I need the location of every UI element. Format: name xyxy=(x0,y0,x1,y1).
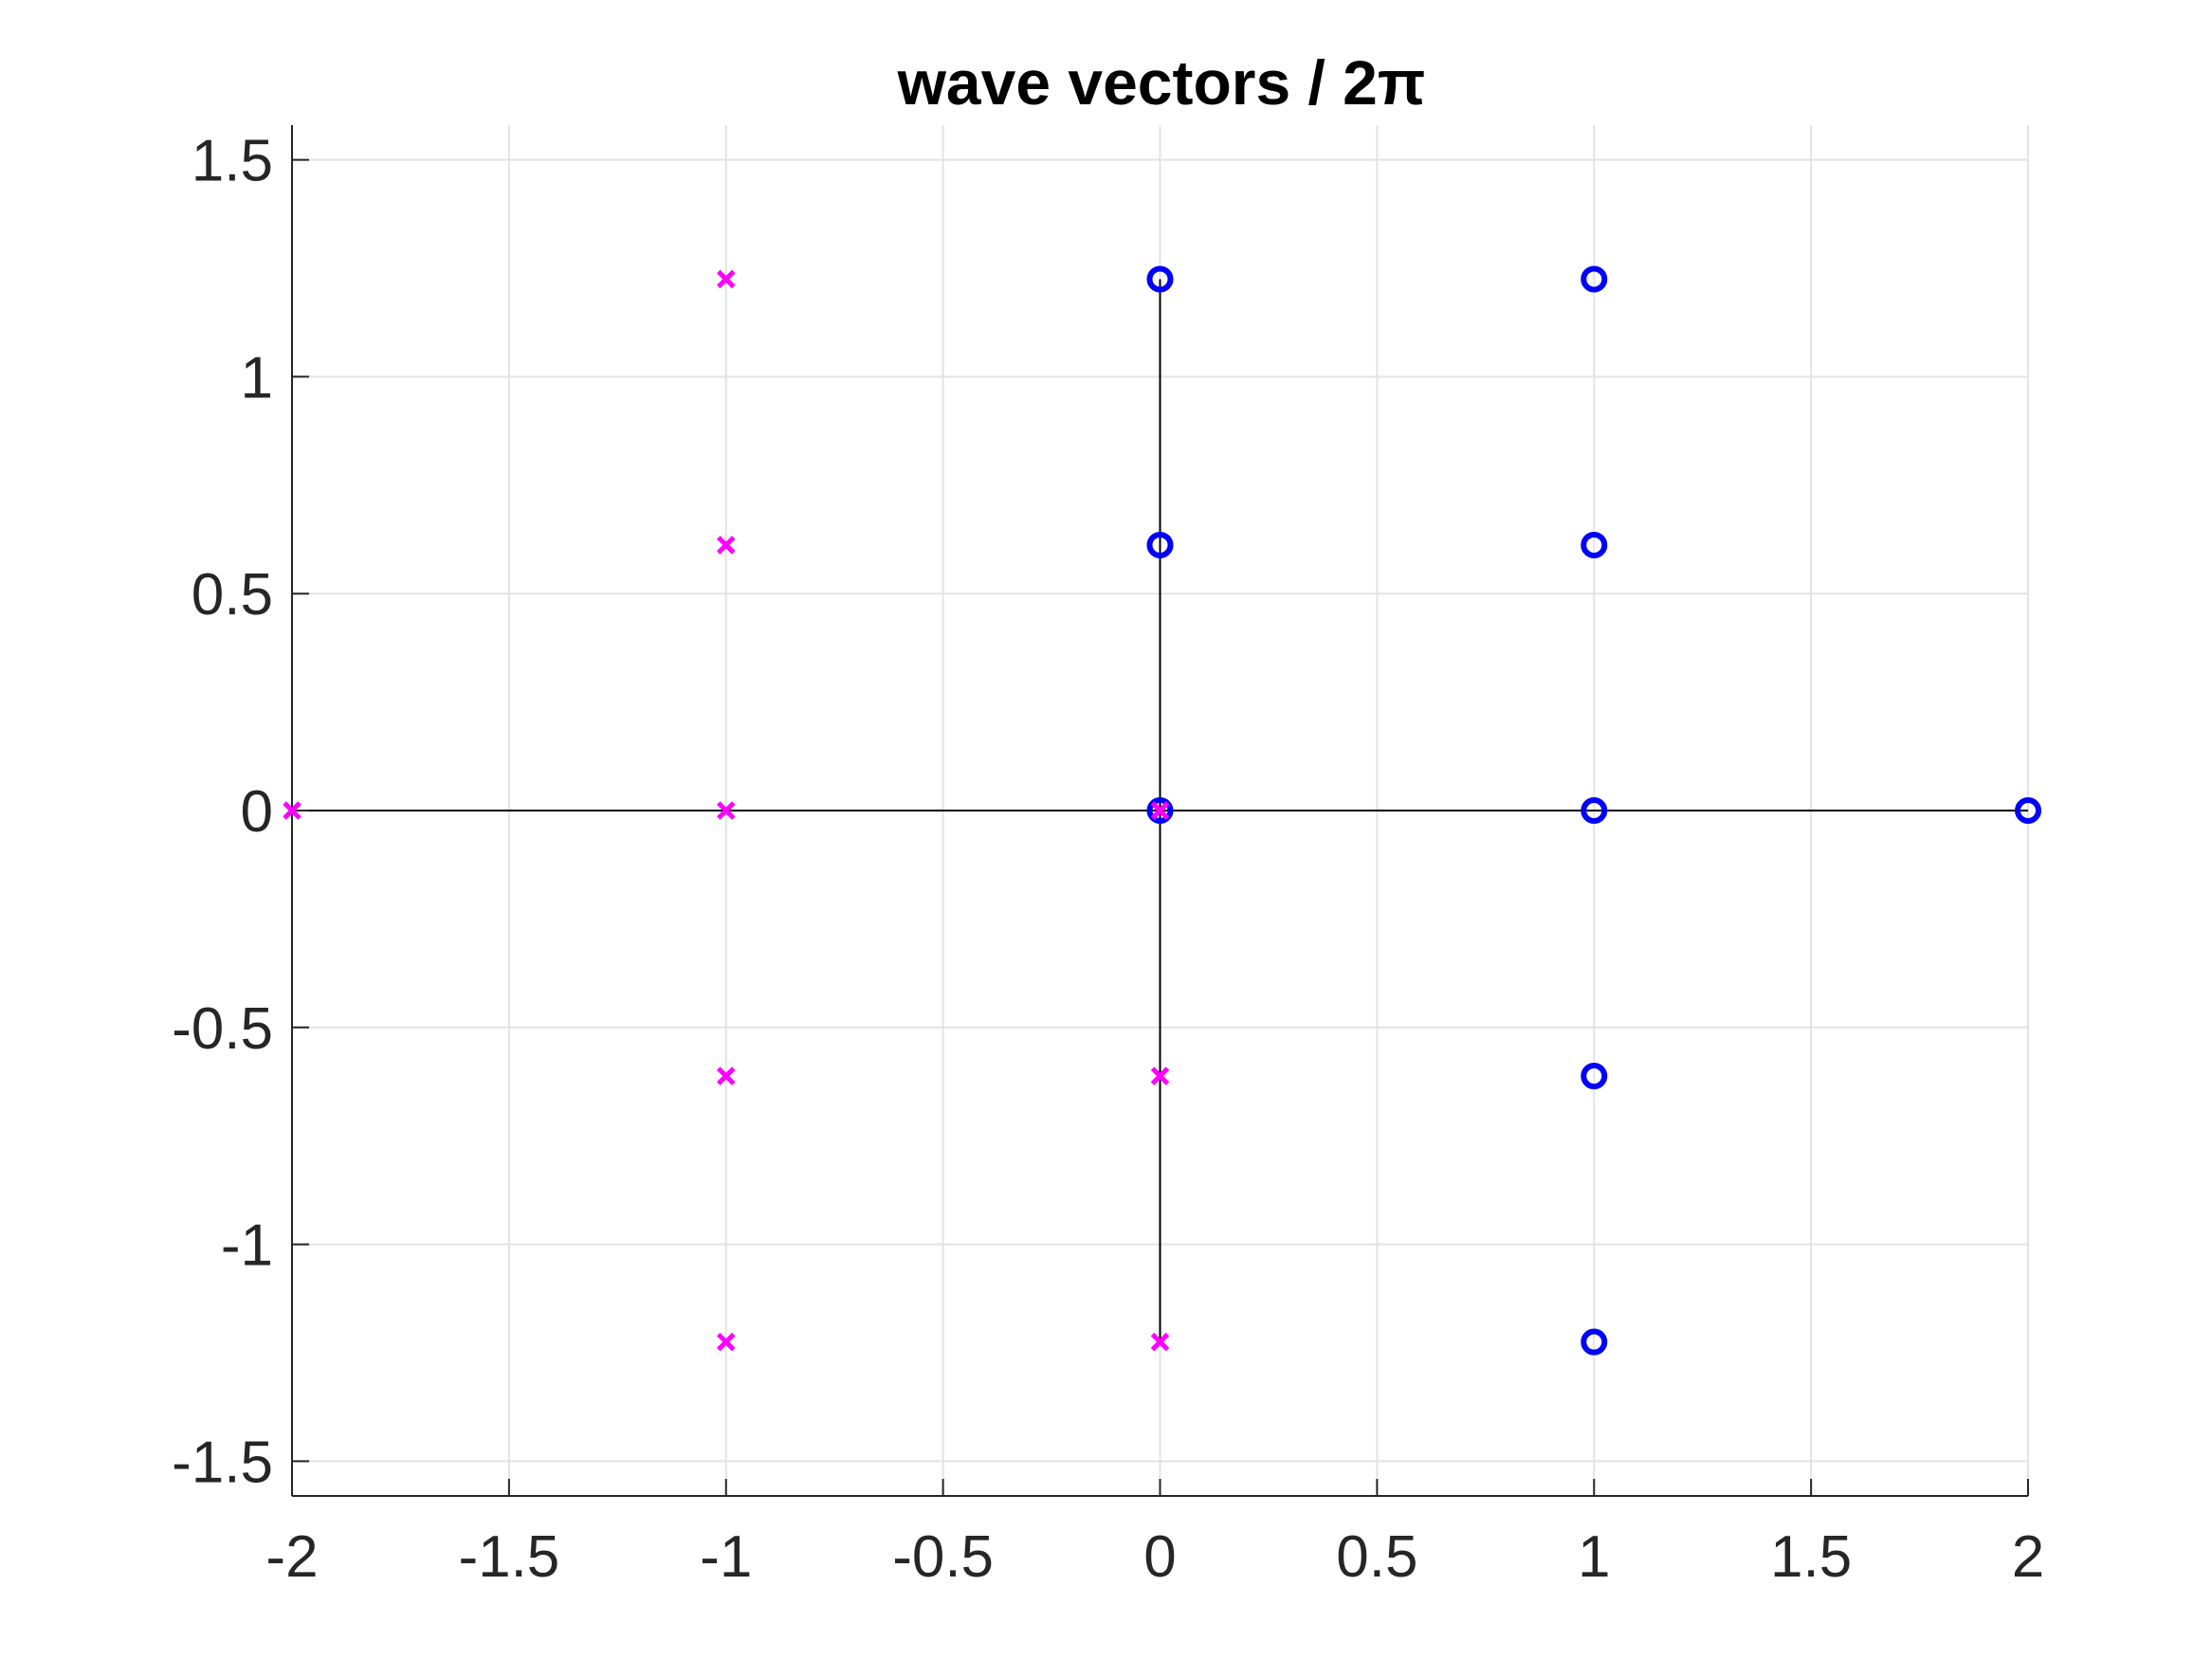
x-tick-label: 0.5 xyxy=(1336,1524,1417,1590)
x-tick-label: -0.5 xyxy=(892,1524,994,1590)
y-tick-label: 1.5 xyxy=(192,129,273,194)
x-marker-stroke xyxy=(716,801,736,820)
x-tick-label: 1 xyxy=(1578,1524,1610,1590)
x-tick-label: 0 xyxy=(1143,1524,1176,1590)
x-marker-stroke xyxy=(716,1066,736,1085)
circle-marker xyxy=(1581,531,1608,558)
circle-marker xyxy=(1581,265,1608,293)
circle-marker xyxy=(1581,1328,1608,1356)
x-marker-stroke xyxy=(283,801,302,820)
x-marker xyxy=(716,1332,736,1352)
x-marker-stroke xyxy=(716,1332,736,1352)
circle-marker xyxy=(1581,797,1608,824)
x-marker-stroke xyxy=(716,536,736,555)
circle-marker xyxy=(1581,1063,1608,1090)
circle-marker xyxy=(2015,797,2041,824)
x-marker xyxy=(716,1066,736,1085)
x-marker-stroke xyxy=(716,269,736,289)
x-marker xyxy=(1150,801,1170,820)
data-points xyxy=(283,265,2041,1356)
x-marker xyxy=(716,801,736,820)
y-tick-label: -0.5 xyxy=(172,996,273,1062)
x-tick-label: -1.5 xyxy=(458,1524,559,1590)
circle-marker xyxy=(1146,531,1174,558)
x-marker xyxy=(1150,1332,1170,1352)
y-tick-label: 0.5 xyxy=(192,562,273,628)
circle-marker xyxy=(1146,265,1174,293)
circle-marker xyxy=(1146,797,1174,824)
x-marker xyxy=(1150,1066,1170,1085)
x-marker-stroke xyxy=(1150,801,1170,820)
x-tick-label: -2 xyxy=(265,1524,318,1590)
x-marker-stroke xyxy=(1150,1066,1170,1085)
x-tick-label: 1.5 xyxy=(1770,1524,1852,1590)
x-marker xyxy=(283,801,302,820)
y-tick-label: -1.5 xyxy=(172,1430,273,1495)
x-marker-stroke xyxy=(1150,1332,1170,1352)
x-tick-label: 2 xyxy=(2012,1524,2044,1590)
y-tick-label: 1 xyxy=(241,345,273,410)
tick-labels: -2 -1.5 -1 -0.5 0 0.5 1 1.5 2 -1.5 -1 -0.5 0 0.5 1 1.5 xyxy=(172,129,2044,1590)
x-marker xyxy=(716,536,736,555)
x-tick-label: -1 xyxy=(700,1524,752,1590)
y-tick-label: -1 xyxy=(221,1213,273,1279)
chart-title: wave vectors / 2π xyxy=(897,47,1426,118)
x-marker xyxy=(716,269,736,289)
y-tick-label: 0 xyxy=(241,779,273,845)
